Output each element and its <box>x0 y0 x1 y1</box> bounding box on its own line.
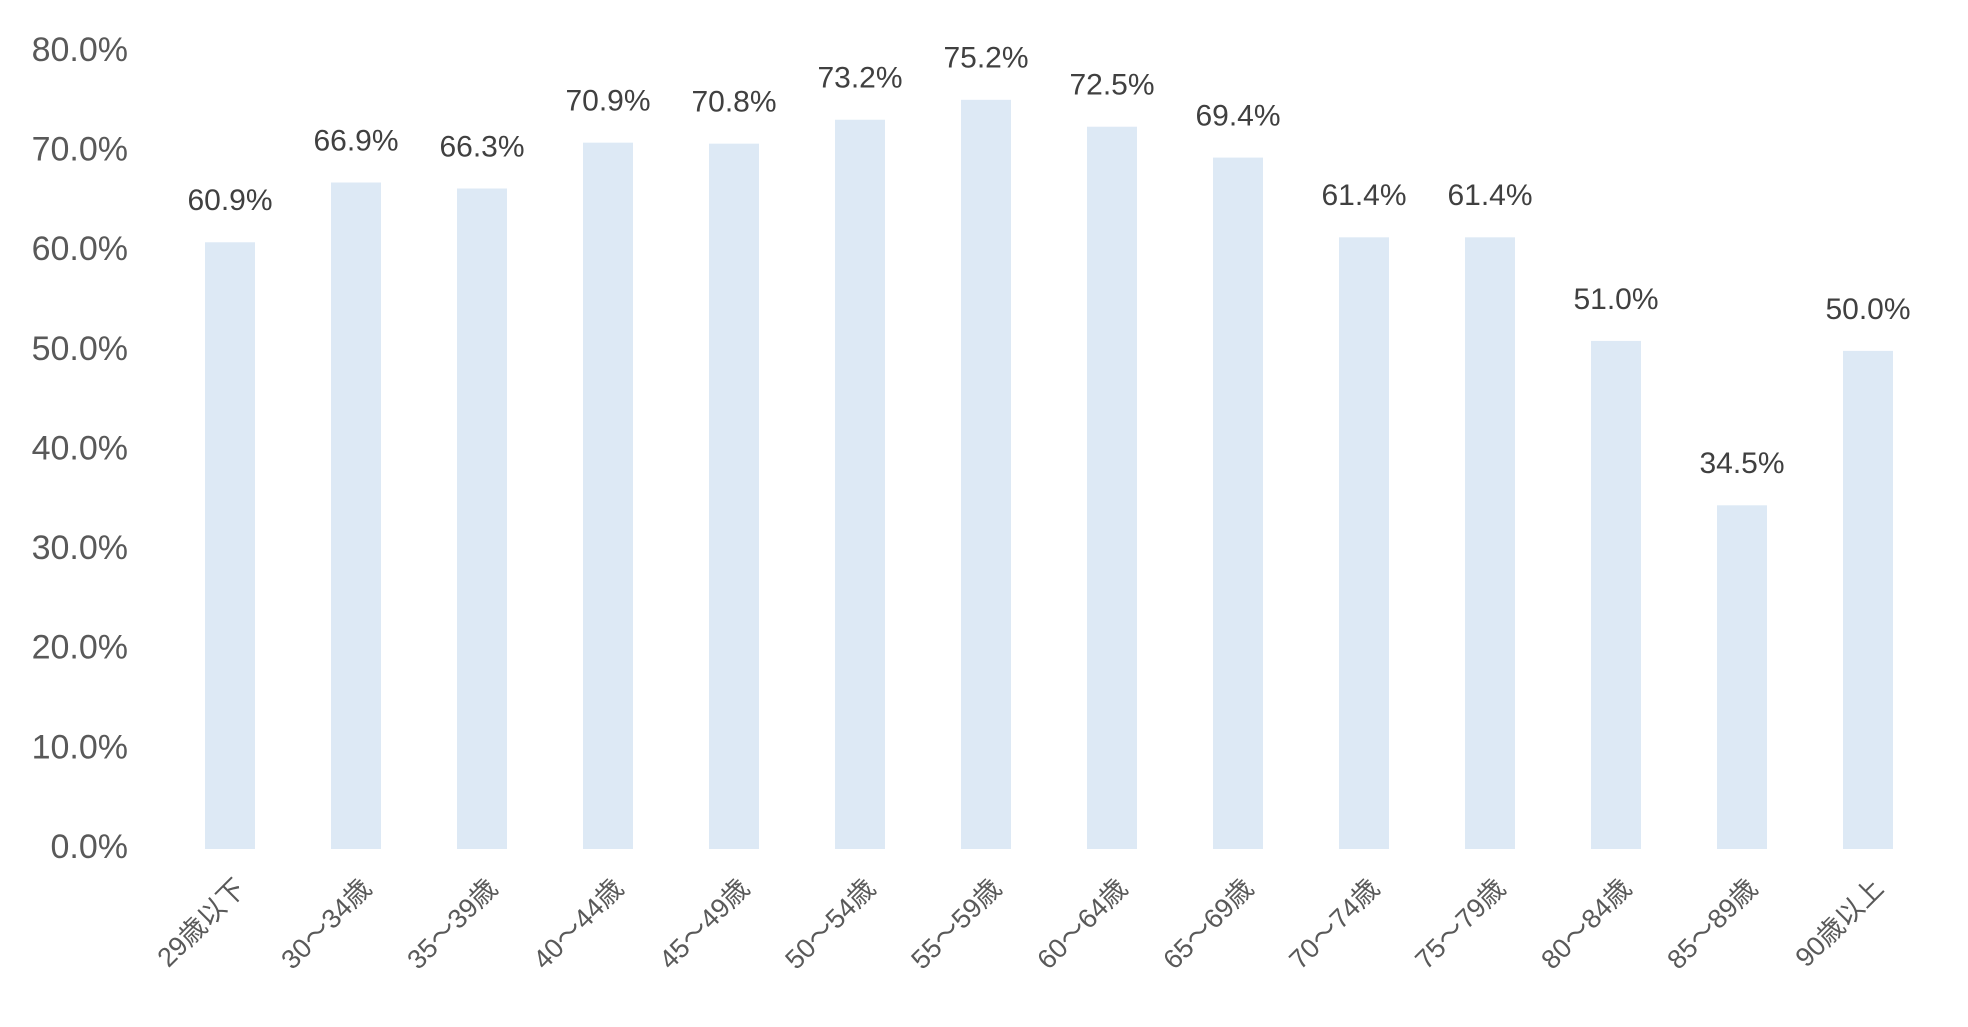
bar <box>583 142 633 849</box>
x-tick-label: 70～74歳 <box>1283 873 1385 975</box>
value-label: 66.9% <box>313 124 398 157</box>
value-label: 70.9% <box>565 85 650 118</box>
bar <box>1591 340 1641 849</box>
x-tick-label: 50～54歳 <box>779 873 881 975</box>
x-tick-label: 65～69歳 <box>1157 873 1259 975</box>
x-tick-label: 30～34歳 <box>275 873 377 975</box>
bar <box>1213 157 1263 850</box>
x-tick-label: 90歳以上 <box>1790 873 1890 973</box>
y-tick-label: 10.0% <box>32 728 128 766</box>
y-tick-label: 40.0% <box>32 429 128 467</box>
bar <box>835 119 885 850</box>
x-tick-label: 60～64歳 <box>1031 873 1133 975</box>
y-tick-label: 50.0% <box>32 330 128 368</box>
y-tick-label: 20.0% <box>32 629 128 667</box>
x-tick-label: 75～79歳 <box>1409 873 1511 975</box>
value-label: 51.0% <box>1573 283 1658 316</box>
value-label: 50.0% <box>1825 293 1910 326</box>
value-label: 70.8% <box>691 86 776 119</box>
value-label: 75.2% <box>943 42 1028 75</box>
x-tick-label: 80～84歳 <box>1535 873 1637 975</box>
x-tick-label: 45～49歳 <box>653 873 755 975</box>
value-label: 61.4% <box>1321 179 1406 212</box>
y-tick-label: 80.0% <box>32 31 128 69</box>
x-tick-label: 40～44歳 <box>527 873 629 975</box>
value-label: 60.9% <box>187 184 272 217</box>
bar <box>1087 126 1137 849</box>
bar <box>1717 505 1767 849</box>
y-tick-label: 30.0% <box>32 529 128 567</box>
x-tick-label: 29歳以下 <box>152 873 252 973</box>
x-tick-label: 85～89歳 <box>1661 873 1763 975</box>
y-tick-label: 0.0% <box>51 828 129 866</box>
bar <box>1339 237 1389 850</box>
value-label: 66.3% <box>439 130 524 163</box>
value-label: 73.2% <box>817 62 902 95</box>
y-tick-label: 70.0% <box>32 131 128 169</box>
x-tick-label: 35～39歳 <box>401 873 503 975</box>
bar <box>961 99 1011 849</box>
value-label: 69.4% <box>1195 100 1280 133</box>
bar <box>1465 237 1515 850</box>
bar <box>205 242 255 849</box>
bar <box>331 182 381 850</box>
value-label: 34.5% <box>1699 447 1784 480</box>
bar <box>457 188 507 849</box>
y-tick-label: 60.0% <box>32 230 128 268</box>
bar <box>709 143 759 849</box>
value-label: 72.5% <box>1069 69 1154 102</box>
x-tick-label: 55～59歳 <box>905 873 1007 975</box>
value-label: 61.4% <box>1447 179 1532 212</box>
bar <box>1843 350 1893 849</box>
